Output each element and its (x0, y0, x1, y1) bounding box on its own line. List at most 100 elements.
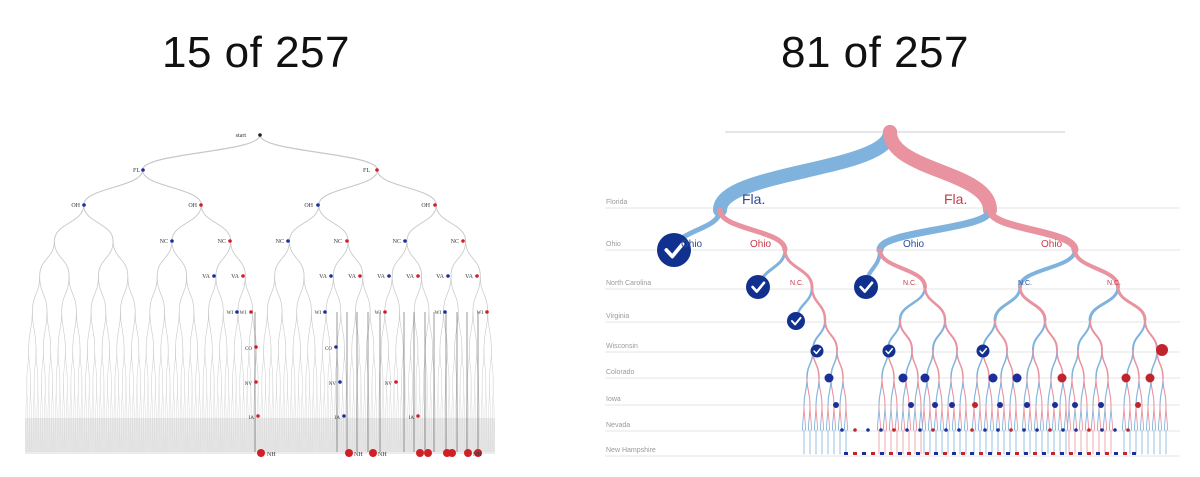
left-tree-edge (472, 275, 481, 313)
left-tree-edge (322, 347, 325, 384)
row-label-colorado: Colorado (606, 369, 635, 376)
right-tree-edge (905, 377, 910, 406)
right-tree-edge (1098, 404, 1101, 431)
left-tree-edge (35, 347, 39, 384)
left-tree-edge (272, 382, 274, 418)
left-tree-edge (401, 382, 403, 418)
left-tree-edge (31, 275, 41, 313)
check-circle-icon (657, 233, 691, 267)
left-tree-node-dot (446, 274, 450, 278)
left-tree-edge (215, 275, 224, 313)
right-terminal-mark (1051, 452, 1055, 455)
left-tree-node-dot (141, 168, 145, 172)
row-label-wisconsin: Wisconsin (606, 343, 638, 350)
left-tree-edge (175, 347, 178, 384)
left-tree-edge (274, 240, 290, 277)
right-tree-edge (1080, 377, 1085, 406)
left-level-va-label-g: VA (436, 274, 445, 280)
left-tree-edge (291, 382, 293, 418)
right-tree-edge (883, 125, 997, 217)
left-tree-node-dot (254, 380, 258, 384)
left-tree-edge (141, 134, 261, 171)
left-final-outcome-dot (257, 449, 265, 457)
left-tree-edge (59, 382, 61, 418)
right-tree-edge (836, 349, 844, 379)
left-tree-edge (186, 275, 195, 313)
left-final-outcome-dot (369, 449, 377, 457)
left-tree-node-dot (249, 310, 253, 314)
left-tree-edge (410, 347, 413, 384)
right-terminal-mark (970, 452, 974, 455)
left-tree-edge (178, 311, 184, 349)
left-tree-node-dot (323, 310, 327, 314)
right-tree-edge (878, 248, 927, 289)
check-circle-icon (882, 344, 896, 358)
right-panel-title: 81 of 257 (781, 28, 969, 77)
left-tree-edge (63, 382, 65, 418)
right-terminal-mark (1132, 452, 1136, 455)
left-tree-edge (267, 311, 272, 349)
left-tree-edge (302, 382, 304, 418)
left-tree-edge (103, 382, 106, 418)
right-tree-edge (914, 377, 919, 406)
right-tree-node-dot (988, 373, 998, 383)
left-tree-node-dot (235, 310, 239, 314)
right-tree-node-dot (972, 402, 978, 408)
left-tree-edge (479, 275, 489, 313)
left-tree-edge (129, 382, 131, 418)
left-tree-edge (362, 275, 371, 313)
right-tree-edge (1141, 404, 1144, 431)
left-tree-edge (457, 311, 463, 349)
left-tree-edge (140, 382, 142, 418)
right-tree-edge (1047, 404, 1050, 431)
left-tree-edge (288, 240, 305, 277)
right-tree-node-dot (879, 428, 883, 432)
left-tree-edge (109, 347, 112, 384)
left-tree-edge (393, 382, 396, 418)
left-tree-edge (288, 204, 320, 242)
right-tree-edge (876, 206, 994, 254)
left-tree-edge (437, 382, 440, 418)
left-tree-node-dot (485, 310, 489, 314)
left-tree-edge (313, 382, 315, 418)
right-tree-edge (1053, 404, 1056, 431)
left-tree-node-dot (394, 380, 398, 384)
right-terminal-mark (853, 452, 857, 455)
left-tree-edge (338, 382, 341, 418)
left-tree-edge (144, 382, 146, 418)
right-tree-edge (1138, 377, 1143, 406)
left-tree-edge (305, 382, 307, 418)
left-tree-edge (355, 311, 360, 349)
right-tree-edge (1006, 349, 1014, 379)
right-tree-node-dot (944, 428, 948, 432)
left-level-fl-label-a: FL (133, 168, 140, 174)
left-level-nv-label-b: NV (329, 382, 337, 387)
left-tree-edge (85, 382, 87, 418)
right-tree-edge (947, 404, 950, 431)
right-tree-edge (1077, 349, 1085, 379)
right-terminal-mark (1114, 452, 1118, 455)
left-tree-edge (384, 275, 393, 313)
right-tree-edge (1041, 404, 1044, 431)
left-tree-edge (452, 382, 454, 418)
left-tree-node-dot (387, 274, 391, 278)
left-tree-edge (380, 347, 384, 384)
right-tree-edge (1071, 349, 1079, 379)
left-tree-edge (276, 382, 278, 418)
left-tree-edge (57, 347, 61, 384)
left-tree-edge (296, 311, 301, 349)
left-level-nc-label-a: NC (160, 239, 168, 245)
left-tree-edge (324, 382, 326, 418)
left-tree-edge (285, 347, 288, 384)
left-tree-edge (204, 347, 207, 384)
left-tree-node-dot (433, 203, 437, 207)
check-circle-icon (746, 275, 770, 299)
left-tree-edge (138, 347, 141, 384)
left-tree-edge (241, 347, 244, 384)
right-tree-edge (902, 404, 905, 431)
right-tree-edge (935, 377, 940, 406)
right-tree-edge (973, 404, 976, 431)
left-level-oh-label-c: OH (304, 203, 313, 209)
left-tree-edge (87, 347, 90, 384)
